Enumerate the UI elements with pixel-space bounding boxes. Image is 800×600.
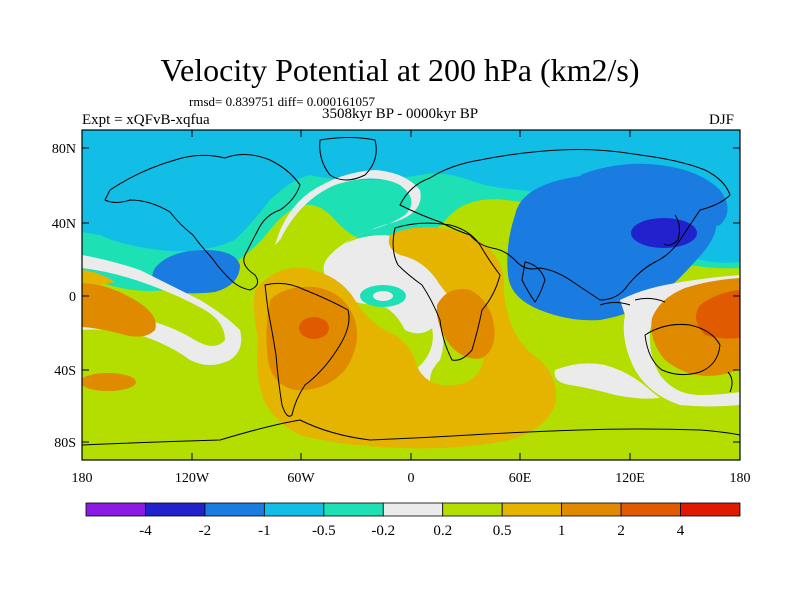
longitude-axis: 180 120W 60W 0 60E 120E 180	[72, 130, 751, 486]
field-sepacific-orange	[82, 373, 136, 391]
colorbar-swatch	[680, 502, 741, 517]
coast-africa	[392, 222, 501, 361]
colorbar-swatch	[561, 502, 622, 517]
latitude-axis: 80N 40N 0 40S 80S	[52, 142, 740, 451]
field-north-sky	[82, 130, 740, 263]
map-title: Velocity Potential at 200 hPa (km2/s)	[160, 52, 640, 88]
lon-label: 0	[408, 471, 415, 486]
stats-subtitle: rmsd= 0.839751 diff= 0.000161057	[189, 94, 375, 109]
coast-japan	[663, 214, 680, 246]
lon-label: 60E	[509, 471, 532, 486]
coast-north-america	[104, 154, 301, 291]
field-samerica-redorange	[299, 317, 329, 339]
field-wpacific-redorange	[696, 290, 740, 339]
colorbar-swatch	[145, 502, 206, 517]
field-africa-orange	[436, 289, 495, 359]
field-epacific-orange	[82, 282, 156, 337]
coast-indonesia	[599, 297, 666, 306]
colorbar-swatch	[382, 502, 444, 517]
lat-label: 80N	[52, 142, 76, 157]
coast-south-america	[264, 282, 350, 417]
coast-australia	[644, 324, 721, 376]
coast-greenland	[319, 137, 377, 181]
colorbar-swatch	[620, 502, 681, 517]
coast-new-zealand	[727, 371, 733, 393]
coast-eurasia	[399, 149, 731, 301]
lon-label: 180	[730, 471, 751, 486]
colorbar-label: -1	[258, 523, 271, 539]
field-epacific-gold	[82, 270, 115, 285]
colorbar-label: 0.5	[493, 523, 512, 539]
colorbar-label: 4	[677, 523, 685, 539]
colorbar-swatch	[204, 502, 265, 517]
field-namerica-neutral	[82, 255, 242, 365]
colorbar-swatch	[85, 502, 146, 517]
colorbar-swatch	[323, 502, 384, 517]
colorbar-label: 0.2	[433, 523, 452, 539]
colorbar-swatch	[501, 502, 563, 517]
colorbar-label: -2	[199, 523, 212, 539]
colorbar-label: 2	[617, 523, 625, 539]
colorbar-label: 1	[558, 523, 566, 539]
field-asia-blue	[507, 173, 717, 321]
field-asia-blue-2	[580, 163, 728, 230]
lat-label: 40N	[52, 217, 76, 232]
period-subtitle: 3508kyr BP - 0000kyr BP	[321, 106, 479, 122]
colorbar: -4 -2 -1 -0.5 -0.2 0.2 0.5 1 2 4	[85, 502, 741, 539]
coast-antarctica	[82, 419, 740, 446]
lat-label: 0	[69, 290, 76, 305]
coastlines	[82, 137, 740, 446]
lon-label: 60W	[287, 471, 315, 486]
colorbar-label: -0.2	[371, 523, 395, 539]
colorbar-swatch	[442, 502, 503, 517]
colorbar-label: -0.5	[312, 523, 336, 539]
field-japan-deepblue	[631, 218, 697, 248]
colorbar-swatch	[263, 502, 325, 517]
experiment-label: Expt = xQFvB-xqfua	[82, 112, 210, 128]
field-atlantic-cyan-core	[373, 291, 393, 301]
field-wpacific-neutral	[620, 275, 740, 407]
lon-label: 120W	[175, 471, 210, 486]
lat-label: 80S	[54, 436, 76, 451]
colorbar-label: -4	[139, 523, 152, 539]
lat-label: 40S	[54, 364, 76, 379]
season-label: DJF	[709, 112, 735, 128]
lon-label: 120E	[615, 471, 645, 486]
coast-india	[521, 261, 546, 303]
field-sindian-neutral	[554, 363, 660, 399]
field-pacific-blue	[152, 250, 240, 294]
lon-label: 180	[72, 471, 93, 486]
velocity-potential-field	[82, 130, 740, 460]
